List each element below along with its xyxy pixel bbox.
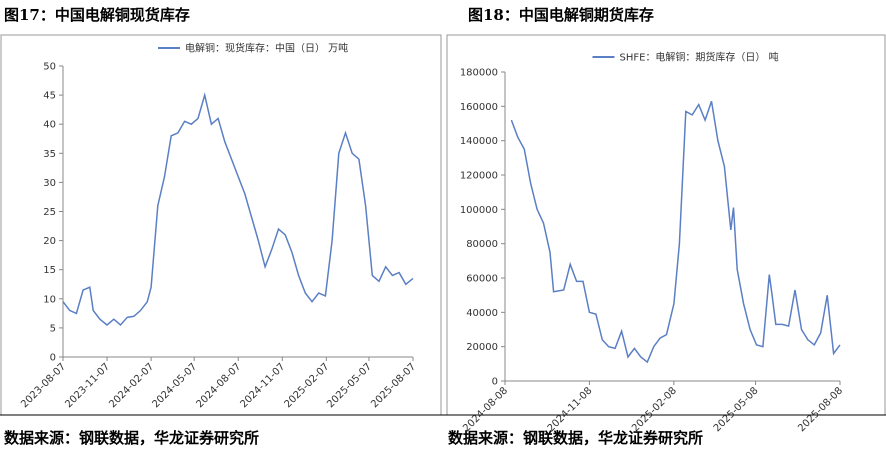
panel-frame: [446, 34, 886, 416]
x-tick-label: 2025-02-07: [283, 361, 332, 410]
y-tick-label: 5: [50, 323, 56, 334]
y-tick-label: 100000: [460, 205, 498, 216]
y-tick-label: 40000: [466, 308, 498, 319]
series-line: [62, 92, 414, 327]
legend-label: 电解铜：现货库存：中国（日） 万吨: [185, 42, 348, 55]
chart-title: 图17：中国电解铜现货库存: [4, 6, 190, 24]
panel-frame: [0, 34, 442, 416]
y-tick-label: 80000: [466, 239, 498, 250]
y-tick-label: 140000: [460, 136, 498, 147]
x-tick-label: 2024-08-08: [461, 385, 510, 434]
x-tick-label: 2024-02-07: [107, 361, 156, 410]
x-tick-label: 2025-05-08: [712, 385, 761, 434]
x-tick-label: 2023-11-07: [63, 361, 112, 410]
x-tick-label: 2024-08-07: [194, 361, 243, 410]
series-line: [510, 100, 841, 364]
x-tick-label: 2024-05-07: [150, 361, 199, 410]
x-tick-label: 2024-11-07: [239, 361, 288, 410]
x-tick-label: 2025-02-08: [630, 385, 679, 434]
y-tick-label: 0: [492, 377, 498, 388]
y-tick-label: 60000: [466, 274, 498, 285]
y-tick-label: 0: [50, 353, 56, 364]
y-tick-label: 35: [43, 149, 56, 160]
y-tick-label: 50: [43, 62, 56, 73]
y-tick-label: 30: [43, 178, 56, 189]
x-tick-label: 2025-08-08: [796, 385, 845, 434]
y-tick-label: 25: [43, 207, 56, 218]
source: 数据来源：钢联数据，华龙证券研究所: [4, 429, 259, 447]
chart-title: 图18：中国电解铜期货库存: [468, 6, 654, 24]
y-tick-label: 20: [43, 236, 56, 247]
source: 数据来源：钢联数据，华龙证券研究所: [448, 429, 703, 447]
y-tick-label: 45: [43, 91, 56, 102]
x-tick-label: 2025-05-07: [325, 361, 374, 410]
y-tick-label: 20000: [466, 342, 498, 353]
x-tick-label: 2025-08-07: [369, 361, 418, 410]
legend-label: SHFE：电解铜：期货库存（日） 吨: [620, 51, 779, 64]
y-tick-label: 180000: [460, 68, 498, 79]
x-tick-label: 2024-11-08: [546, 385, 595, 434]
y-tick-label: 160000: [460, 102, 498, 113]
y-tick-label: 10: [43, 294, 56, 305]
y-tick-label: 120000: [460, 171, 498, 182]
x-tick-label: 2023-08-07: [19, 361, 68, 410]
y-tick-label: 40: [43, 120, 56, 131]
y-tick-label: 15: [43, 265, 56, 276]
